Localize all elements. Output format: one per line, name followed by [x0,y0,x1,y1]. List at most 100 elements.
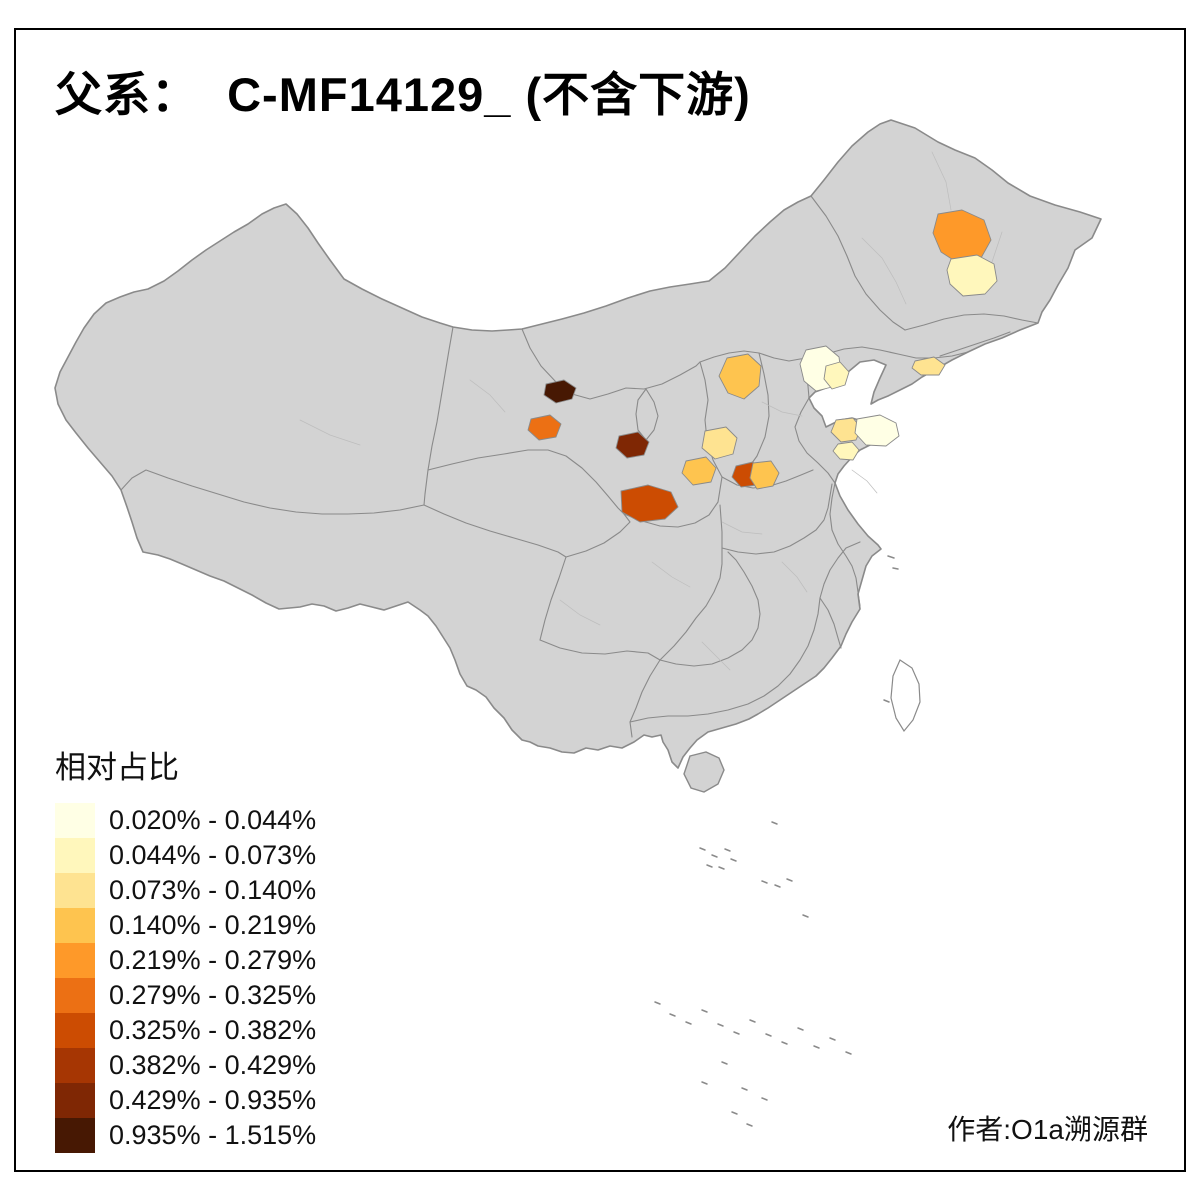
island-speck [761,880,768,884]
highlighted-regions [527,209,998,523]
legend-swatch [55,1013,95,1048]
legend-item: 0.073% - 0.140% [55,873,316,908]
legend-swatch [55,908,95,943]
prefecture-border-line [559,599,601,626]
highlighted-region [701,426,738,460]
legend-label: 0.935% - 1.515% [109,1120,317,1150]
china-mainland-shape [54,119,1102,769]
island-speck [741,1087,748,1091]
legend-label: 0.429% - 0.935% [109,1085,317,1115]
legend-swatch [55,1083,95,1118]
prefecture-border-line [761,401,803,417]
island-speck [685,1021,692,1025]
island-speck [701,1081,708,1085]
prefecture-border-line [781,561,808,593]
province-border-line [521,328,701,400]
province-border-line [699,361,723,478]
island-speck [786,878,793,882]
province-border-line [810,195,906,331]
province-border-line [904,313,1039,331]
province-border-line [120,469,425,515]
highlighted-region [620,484,679,523]
province-border-line [939,331,1011,357]
legend-item: 0.219% - 0.279% [55,943,316,978]
island-speck [892,567,899,570]
legend-item: 0.044% - 0.073% [55,838,316,873]
island-speck [765,1033,772,1037]
island-speck [717,1023,724,1027]
province-border-line [829,482,861,607]
highlighted-region [854,414,900,447]
province-border-line [423,504,567,558]
province-border-line [427,449,625,515]
south-china-sea-islands [654,555,899,1127]
island-speck [813,1045,820,1049]
highlighted-region [681,456,717,486]
legend-swatch [55,1118,95,1153]
legend-item: 0.382% - 0.429% [55,1048,316,1083]
island-speck [733,1031,740,1035]
island-speck [721,1061,728,1065]
legend-label: 0.325% - 0.382% [109,1015,317,1045]
prefecture-border-line [299,419,361,446]
island-speck [761,1097,768,1101]
prefecture-border-line [721,521,763,535]
island-speck [711,854,718,858]
legend-item: 0.429% - 0.935% [55,1083,316,1118]
province-border-line [721,483,833,555]
prefecture-border-line [701,641,731,671]
legend-label: 0.020% - 0.044% [109,805,317,835]
plot-border [14,28,1186,1172]
legend-swatch [55,1048,95,1083]
island-speck [730,858,737,862]
island-speck [731,1111,738,1115]
province-border-line [809,346,969,359]
island-speck [845,1051,852,1055]
legend-label: 0.140% - 0.219% [109,910,317,940]
province-border-line [423,326,454,506]
legend-swatch [55,943,95,978]
island-speck [724,848,731,852]
highlighted-region [823,361,850,390]
highlighted-region [718,353,762,400]
prefecture-border-line [469,379,506,413]
province-border-line [794,397,836,484]
province-border-line [819,597,842,649]
legend-label: 0.279% - 0.325% [109,980,317,1010]
legend-label: 0.044% - 0.073% [109,840,317,870]
province-border-line [659,551,761,667]
highlighted-region [543,379,577,404]
prefecture-border-line [861,237,907,305]
highlighted-region [911,356,946,376]
legend: 相对占比 0.020% - 0.044% 0.044% - 0.073% 0.0… [55,742,316,1153]
province-border-line [539,639,661,661]
island-speck [829,1037,836,1041]
taiwan-island [890,659,921,733]
island-speck [749,1019,756,1023]
island-speck [701,1009,708,1013]
island-speck [883,699,890,703]
prefecture-borders [299,151,1003,671]
legend-label: 0.219% - 0.279% [109,945,317,975]
hainan-island [683,751,725,793]
island-speck [797,1027,804,1031]
island-speck [654,1001,661,1005]
island-speck [706,864,713,868]
island-speck [669,1013,676,1017]
highlighted-region [749,460,780,490]
prefecture-border-line [651,561,691,588]
province-border-line [659,504,723,661]
page-title: 父系： C-MF14129_ (不含下游) [55,68,751,121]
highlighted-region [527,414,562,441]
island-speck [887,555,895,559]
legend-label: 0.073% - 0.140% [109,875,317,905]
legend-item: 0.325% - 0.382% [55,1013,316,1048]
island-speck [746,1123,753,1127]
island-speck [774,884,781,888]
legend-label: 0.382% - 0.429% [109,1050,317,1080]
prefecture-border-line [851,469,878,494]
legend-title: 相对占比 [55,750,179,785]
legend-swatch [55,803,95,838]
island-speck [771,821,778,825]
